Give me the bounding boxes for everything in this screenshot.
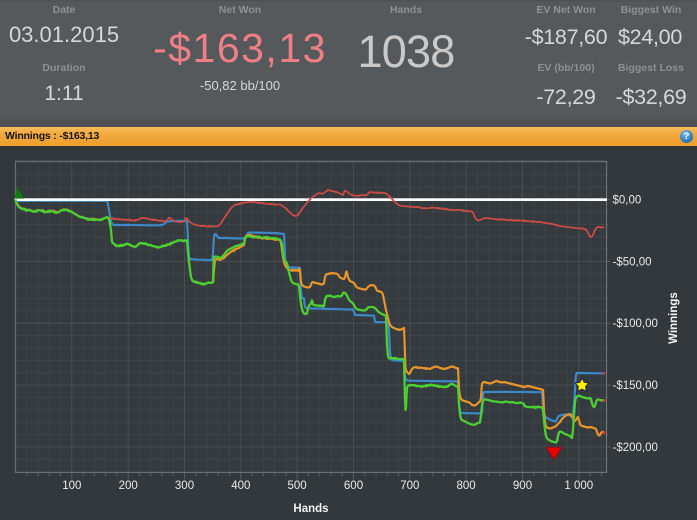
svg-text:-$150,00: -$150,00 — [613, 380, 658, 392]
svg-text:1 000: 1 000 — [564, 480, 593, 492]
svg-text:100: 100 — [62, 480, 81, 492]
svg-text:Hands: Hands — [293, 503, 328, 515]
svg-text:700: 700 — [400, 480, 419, 492]
svg-text:500: 500 — [288, 480, 307, 492]
svg-text:400: 400 — [231, 480, 250, 492]
svg-text:-$50,00: -$50,00 — [613, 256, 652, 268]
svg-text:300: 300 — [175, 480, 194, 492]
svg-text:900: 900 — [513, 480, 532, 492]
svg-text:800: 800 — [457, 480, 476, 492]
svg-text:200: 200 — [119, 480, 138, 492]
svg-text:$0,00: $0,00 — [613, 195, 642, 207]
svg-text:600: 600 — [344, 480, 363, 492]
svg-text:Winnings: Winnings — [668, 292, 680, 344]
svg-text:-$200,00: -$200,00 — [613, 442, 658, 454]
svg-text:-$100,00: -$100,00 — [613, 318, 658, 330]
